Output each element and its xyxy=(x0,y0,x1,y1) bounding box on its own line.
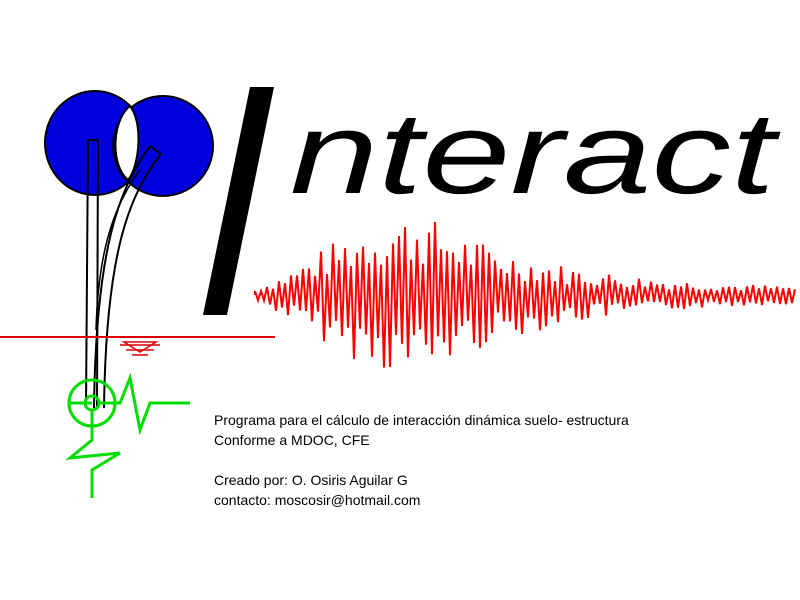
description-line-1: Programa para el cálculo de interacción … xyxy=(214,412,629,428)
description-line-2: Conforme a MDOC, CFE xyxy=(214,432,370,448)
spring-dashpot-icon xyxy=(65,372,190,498)
bulbs-icon xyxy=(44,90,214,197)
contact-line: contacto: moscosir@hotmail.com xyxy=(214,492,421,508)
seismogram-icon xyxy=(254,221,796,368)
app-title: nteract xyxy=(290,88,782,218)
title-initial-glyph xyxy=(203,87,274,315)
bent-pile-icon xyxy=(85,139,162,409)
author-line: Creado por: O. Osiris Aguilar G xyxy=(214,472,408,488)
water-table-icon xyxy=(120,341,160,356)
